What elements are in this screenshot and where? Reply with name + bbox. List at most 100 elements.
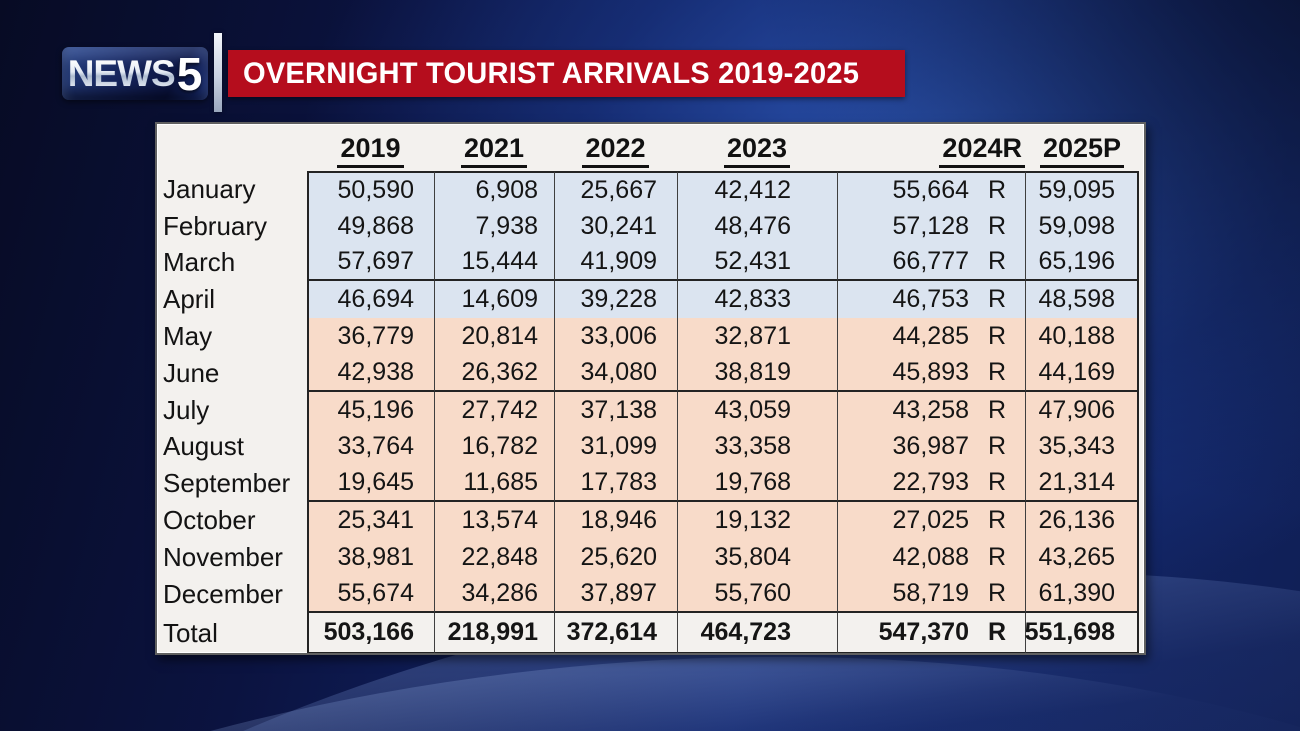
table-row: May 36,779 20,814 33,006 32,871 44,285 R 40,188 bbox=[161, 318, 1144, 355]
value-cell: 58,719 R bbox=[837, 575, 1025, 613]
column-header-label: 2025P bbox=[1039, 133, 1125, 168]
value-cell: 19,645 bbox=[307, 465, 434, 503]
value-cell: 61,390 bbox=[1025, 575, 1139, 613]
value-text: 57,128 bbox=[892, 211, 969, 240]
revised-marker: R bbox=[987, 211, 1007, 240]
value-text: 44,285 bbox=[892, 322, 969, 351]
revised-marker: R bbox=[987, 578, 1007, 607]
revised-marker: R bbox=[987, 542, 1007, 571]
value-text: 27,025 bbox=[892, 506, 969, 535]
value-cell: 36,987 R bbox=[837, 428, 1025, 466]
table-row: October 25,341 13,574 18,946 19,132 27,025 R 26… bbox=[161, 502, 1144, 539]
value-text: 46,753 bbox=[892, 285, 969, 314]
value-cell: 25,667 bbox=[554, 171, 677, 208]
value-text: 547,370 bbox=[878, 617, 969, 646]
value-cell: 31,099 bbox=[554, 428, 677, 466]
value-cell: 47,906 bbox=[1025, 391, 1139, 429]
month-label: September bbox=[163, 468, 291, 499]
column-header-2023: 2023 bbox=[677, 125, 837, 171]
value-cell: 65,196 bbox=[1025, 244, 1139, 282]
value-cell: 22,793 R bbox=[837, 465, 1025, 503]
value-cell: 27,025 R bbox=[837, 502, 1025, 539]
value-cell: 52,431 bbox=[677, 244, 837, 282]
value-text: 66,777 bbox=[892, 247, 969, 276]
table-row: December 55,674 34,286 37,897 55,760 58,719 R 6… bbox=[161, 575, 1144, 613]
column-header-label: 2023 bbox=[723, 133, 791, 168]
column-header-2021: 2021 bbox=[434, 125, 554, 171]
value-cell: 19,768 bbox=[677, 465, 837, 503]
table-row: April 46,694 14,609 39,228 42,833 46,753 R 48,5… bbox=[161, 281, 1144, 319]
month-label: October bbox=[163, 505, 256, 536]
total-value-cell: 547,370 R bbox=[837, 612, 1025, 653]
revised-marker: R bbox=[987, 322, 1007, 351]
table-row: July 45,196 27,742 37,138 43,059 43,258 R 47,90… bbox=[161, 391, 1144, 429]
value-cell: 44,285 R bbox=[837, 318, 1025, 355]
revised-marker: R bbox=[987, 395, 1007, 424]
value-cell: 11,685 bbox=[434, 465, 554, 503]
value-cell: 41,909 bbox=[554, 244, 677, 282]
revised-marker: R bbox=[987, 617, 1007, 646]
value-text: 42,088 bbox=[892, 542, 969, 571]
table-row: August 33,764 16,782 31,099 33,358 36,987 R 35,… bbox=[161, 428, 1144, 466]
value-cell: 18,946 bbox=[554, 502, 677, 539]
value-cell: 35,804 bbox=[677, 538, 837, 576]
value-cell: 40,188 bbox=[1025, 318, 1139, 355]
table-row: February 49,868 7,938 30,241 48,476 57,128 R 59… bbox=[161, 207, 1144, 245]
logo-text: NEWS bbox=[67, 52, 176, 94]
value-cell: 33,764 bbox=[307, 428, 434, 466]
total-label: Total bbox=[163, 617, 218, 648]
value-cell: 50,590 bbox=[307, 171, 434, 208]
value-cell: 43,258 R bbox=[837, 391, 1025, 429]
table-row: September 19,645 11,685 17,783 19,768 22,793 R… bbox=[161, 465, 1144, 503]
revised-marker: R bbox=[987, 285, 1007, 314]
page-title: OVERNIGHT TOURIST ARRIVALS 2019-2025 bbox=[243, 56, 860, 90]
value-cell: 32,871 bbox=[677, 318, 837, 355]
month-label: November bbox=[163, 541, 283, 572]
value-cell: 17,783 bbox=[554, 465, 677, 503]
value-cell: 39,228 bbox=[554, 281, 677, 319]
value-cell: 25,620 bbox=[554, 538, 677, 576]
column-header-label: 2019 bbox=[337, 133, 404, 168]
table-row: November 38,981 22,848 25,620 35,804 42,088 R 4… bbox=[161, 538, 1144, 576]
table-panel: 2019 2021 2022 2023 2024R 2025P January 50,590 6… bbox=[155, 122, 1146, 655]
value-cell: 26,136 bbox=[1025, 502, 1139, 539]
month-label: February bbox=[163, 210, 268, 241]
value-cell: 55,760 bbox=[677, 575, 837, 613]
total-row: Total 503,166 218,991 372,614 464,723 547,370… bbox=[161, 612, 1144, 653]
data-table: 2019 2021 2022 2023 2024R 2025P January 50,590 6… bbox=[161, 125, 1144, 653]
value-cell: 36,779 bbox=[307, 318, 434, 355]
month-label: December bbox=[163, 578, 283, 609]
value-cell: 57,128 R bbox=[837, 207, 1025, 245]
table-row: June 42,938 26,362 34,080 38,819 45,893 R 44,16… bbox=[161, 354, 1144, 392]
column-header-2019: 2019 bbox=[307, 125, 434, 171]
revised-marker: R bbox=[987, 432, 1007, 461]
month-label: August bbox=[163, 431, 244, 462]
value-cell: 48,476 bbox=[677, 207, 837, 245]
value-text: 58,719 bbox=[892, 578, 969, 607]
value-cell: 26,362 bbox=[434, 354, 554, 392]
column-header-2024R: 2024R bbox=[837, 125, 1025, 171]
title-banner: OVERNIGHT TOURIST ARRIVALS 2019-2025 bbox=[228, 50, 905, 97]
value-text: 36,987 bbox=[892, 432, 969, 461]
table-header-row: 2019 2021 2022 2023 2024R 2025P bbox=[161, 125, 1144, 171]
month-label: June bbox=[163, 357, 220, 388]
value-cell: 66,777 R bbox=[837, 244, 1025, 282]
value-cell: 7,938 bbox=[434, 207, 554, 245]
value-cell: 43,265 bbox=[1025, 538, 1139, 576]
column-header-label: 2022 bbox=[582, 133, 649, 168]
header-spacer bbox=[161, 125, 307, 171]
column-header-2022: 2022 bbox=[554, 125, 677, 171]
value-cell: 42,088 R bbox=[837, 538, 1025, 576]
value-cell: 20,814 bbox=[434, 318, 554, 355]
value-cell: 45,196 bbox=[307, 391, 434, 429]
logo-number: 5 bbox=[176, 47, 203, 100]
value-cell: 38,981 bbox=[307, 538, 434, 576]
value-cell: 15,444 bbox=[434, 244, 554, 282]
value-cell: 38,819 bbox=[677, 354, 837, 392]
value-text: 22,793 bbox=[892, 468, 969, 497]
value-cell: 16,782 bbox=[434, 428, 554, 466]
value-cell: 48,598 bbox=[1025, 281, 1139, 319]
value-cell: 59,098 bbox=[1025, 207, 1139, 245]
value-cell: 27,742 bbox=[434, 391, 554, 429]
